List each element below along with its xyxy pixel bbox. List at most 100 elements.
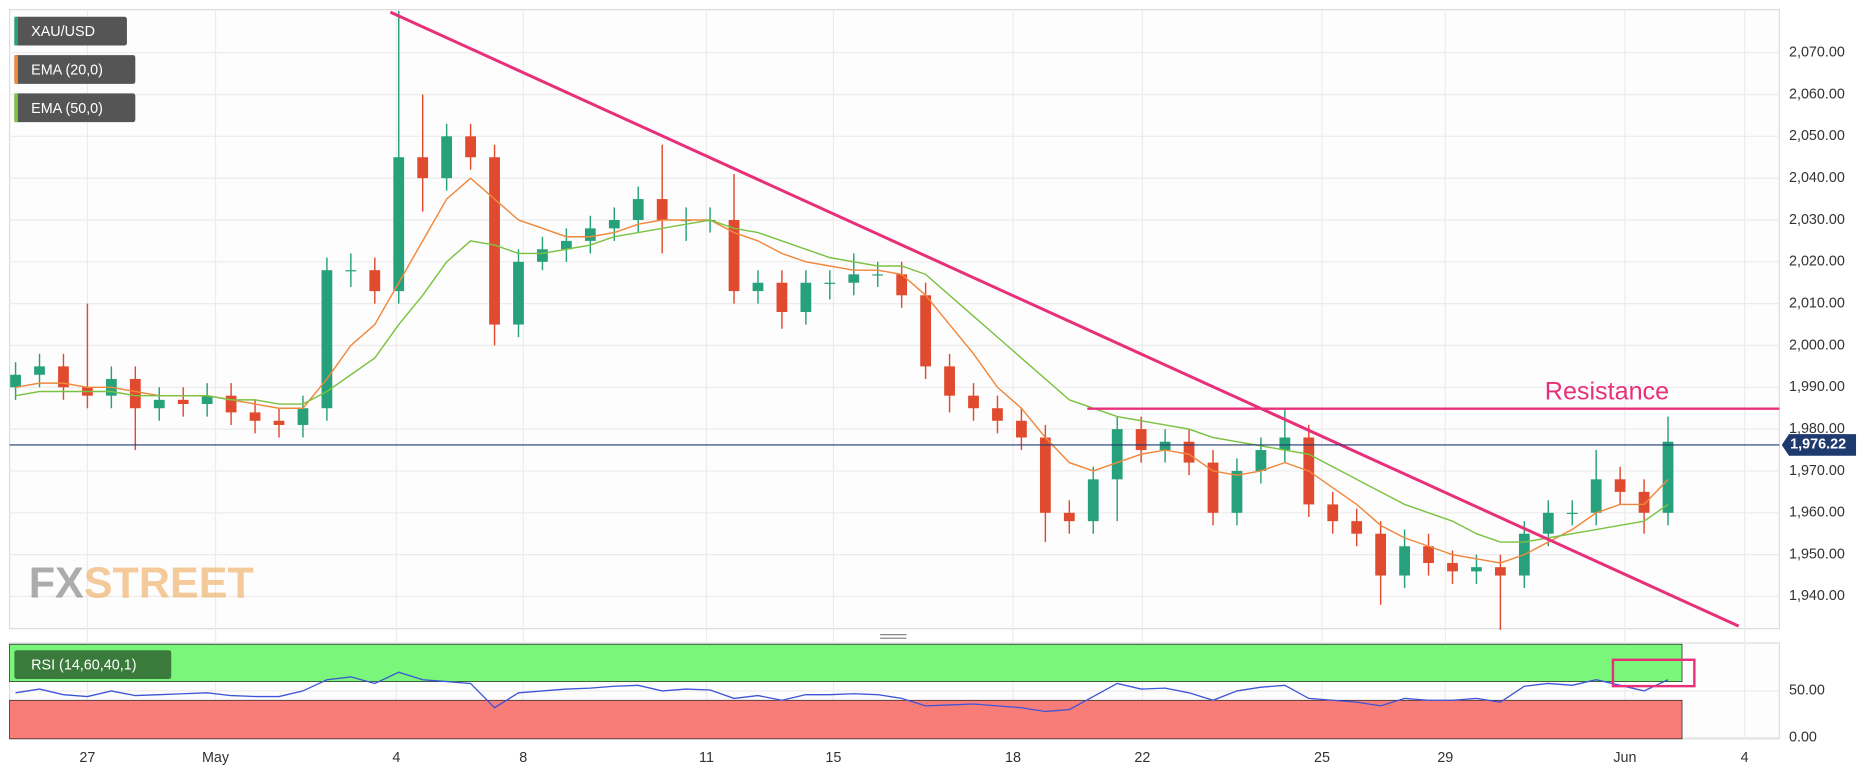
legend-box <box>14 16 127 46</box>
candle-body <box>1471 567 1482 572</box>
legend-swatch <box>14 16 18 46</box>
watermark: FXSTREET <box>29 560 254 608</box>
y-tick-label: 1,970.00 <box>1789 463 1845 479</box>
legend-label: EMA (20,0) <box>31 62 103 78</box>
y-tick-label: 1,980.00 <box>1789 421 1845 437</box>
candle-body <box>1351 521 1363 534</box>
x-tick-label: 29 <box>1437 750 1453 766</box>
y-tick-label: 2,070.00 <box>1789 44 1845 60</box>
candle-body <box>1327 504 1339 522</box>
candle-body <box>201 395 213 405</box>
legend-box <box>14 650 172 679</box>
legend-swatch <box>14 93 18 123</box>
candle-body <box>58 366 69 388</box>
candle-body <box>1399 546 1410 576</box>
y-tick-label: 50.00 <box>1789 683 1825 699</box>
ema-line <box>15 219 1669 543</box>
candle-body <box>465 136 476 158</box>
legend-label: XAU/USD <box>31 24 95 40</box>
candle-body <box>1111 429 1123 480</box>
candle-body <box>1087 479 1099 522</box>
candle-body <box>1638 491 1650 513</box>
trendline <box>389 10 1740 628</box>
candle-body <box>968 395 979 409</box>
x-tick-label: 11 <box>699 750 714 766</box>
candle-body <box>1279 437 1291 451</box>
candle-body <box>1039 437 1051 513</box>
candle-body <box>225 395 237 413</box>
last-price-tag <box>1781 434 1857 456</box>
y-tick-label: 2,050.00 <box>1789 128 1845 144</box>
x-tick-label: Jun <box>1613 750 1636 766</box>
candle-body <box>632 199 644 220</box>
grid <box>9 9 1780 739</box>
candle-body <box>1183 441 1195 463</box>
y-tick-label: 2,000.00 <box>1789 337 1845 353</box>
candle-body <box>992 408 1003 421</box>
legend-box <box>14 93 136 123</box>
candle-body <box>1447 562 1458 572</box>
legend-label: RSI (14,60,40,1) <box>31 658 136 674</box>
candle-body <box>177 399 189 405</box>
y-tick-label: 1,990.00 <box>1789 379 1845 395</box>
candle-body <box>872 274 884 276</box>
candle-body <box>489 157 500 325</box>
resistance-label: Resistance <box>1545 378 1669 406</box>
price-panel <box>8 8 1780 630</box>
candle-body <box>728 219 740 292</box>
candle-body <box>1016 420 1027 438</box>
x-tick-label: 4 <box>1741 750 1749 766</box>
candle-body <box>1207 462 1219 513</box>
x-tick-label: 25 <box>1314 750 1330 766</box>
x-tick-label: 4 <box>392 750 400 766</box>
candle-body <box>1159 441 1171 451</box>
x-tick-label: 8 <box>519 750 527 766</box>
candle-body <box>249 412 261 421</box>
candle-body <box>776 282 788 313</box>
candle-body <box>1590 479 1602 513</box>
candle-body <box>441 136 453 179</box>
x-tick-label: 18 <box>1005 750 1021 766</box>
candle-body <box>848 274 860 283</box>
candle-body <box>560 240 572 250</box>
last-price-label: 1,976.22 <box>1790 437 1846 453</box>
y-tick-label: 2,060.00 <box>1789 86 1845 102</box>
candle-body <box>1135 429 1147 451</box>
watermark-street: STREET <box>84 560 254 608</box>
rsi-lower-band <box>9 699 1683 740</box>
x-tick-label: 15 <box>825 750 841 766</box>
candle-body <box>1662 441 1674 513</box>
legend-box <box>14 55 136 84</box>
candle-body <box>1231 470 1243 513</box>
x-tick-label: May <box>202 750 230 766</box>
candle-body <box>321 270 333 409</box>
legend: XAU/USD EMA (20,0) EMA (50,0) RSI (14,60… <box>14 16 172 679</box>
candle-body <box>369 270 381 292</box>
panel-handle[interactable] <box>880 634 907 639</box>
y-tick-label: 0.00 <box>1789 729 1817 745</box>
candle-body <box>1255 450 1267 471</box>
rsi-line <box>15 671 1669 713</box>
rsi-upper-band <box>9 643 1683 682</box>
candle-body <box>1494 567 1506 576</box>
candle-body <box>752 282 764 292</box>
y-tick-label: 1,960.00 <box>1789 505 1845 521</box>
candle-body <box>920 295 932 367</box>
candle-body <box>1542 512 1554 534</box>
candle-body <box>584 228 596 241</box>
candle-body <box>824 282 836 284</box>
candle-body <box>1566 512 1578 514</box>
candle-body <box>1375 533 1387 576</box>
candle-body <box>345 270 357 272</box>
candle-body <box>34 366 45 375</box>
candle-body <box>944 366 955 396</box>
marks <box>9 10 1780 740</box>
candle-body <box>10 374 21 388</box>
candle-body <box>513 261 524 325</box>
y-tick-label: 2,010.00 <box>1789 295 1845 311</box>
candle-body <box>393 157 405 292</box>
candle-body <box>896 274 908 296</box>
candle-body <box>608 219 620 229</box>
